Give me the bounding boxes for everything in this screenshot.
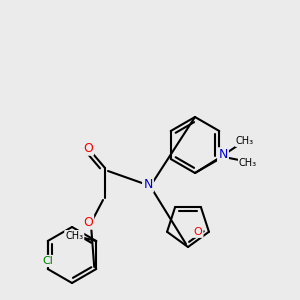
Text: N: N (143, 178, 153, 191)
Text: O: O (194, 227, 202, 237)
Text: CH₃: CH₃ (236, 136, 254, 146)
Text: N: N (218, 148, 228, 161)
Text: O: O (83, 142, 93, 154)
Text: Cl: Cl (42, 256, 53, 266)
Text: CH₃: CH₃ (65, 231, 83, 241)
Text: CH₃: CH₃ (239, 158, 257, 168)
Text: O: O (83, 215, 93, 229)
